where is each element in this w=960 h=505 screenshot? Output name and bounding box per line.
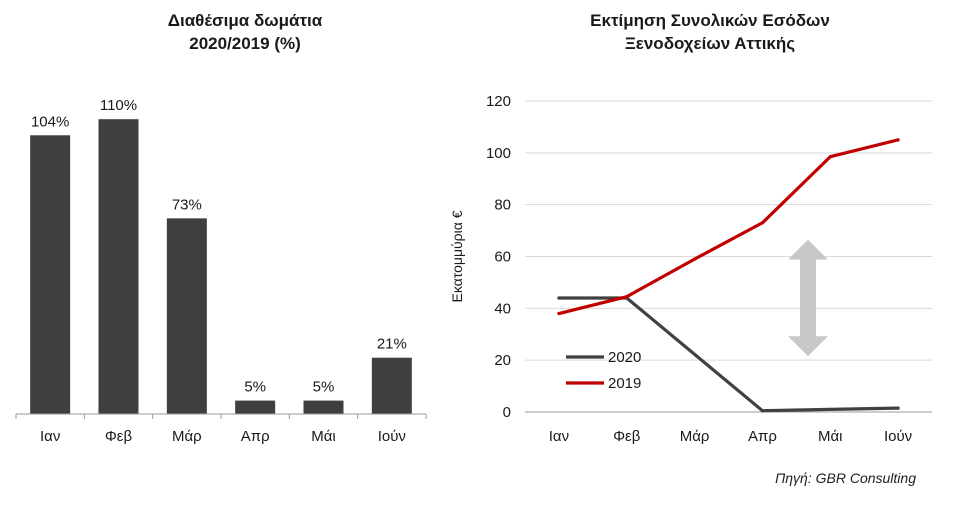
bar-chart-title: Διαθέσιμα δωμάτια 2020/2019 (%) [85,9,405,55]
series-2019-point-2 [692,257,697,261]
bar-0 [30,135,71,414]
line-y-tick-label-6: 120 [486,93,511,110]
bar-3 [235,400,276,414]
bar-chart: 104% Ιαν 110% Φεβ 73% Μάρ 5% Απρ 5% Μάι 21% Ιούν [15,97,427,445]
source-note: Πηγή: GBR Consulting [775,470,916,486]
bar-value-label-3: 5% [244,379,266,396]
line-x-tick-label-0: Ιαν [549,428,569,445]
bar-category-label-3: Απρ [241,428,270,445]
line-y-tick-label-0: 0 [503,404,511,421]
legend-label-2019: 2019 [608,375,641,392]
bar-value-label-0: 104% [31,113,69,130]
bar-value-label-5: 21% [377,336,407,353]
bar-chart-title-line2: 2020/2019 (%) [189,34,301,53]
series-2020-point-4 [828,407,832,412]
line-x-tick-label-2: Μάρ [680,428,710,445]
line-chart-title-line2: Ξενοδοχείων Αττικής [624,34,796,53]
bar-value-label-2: 73% [172,196,202,213]
bar-category-label-5: Ιούν [378,428,406,445]
line-chart-title: Εκτίμηση Συνολικών Εσόδων Ξενοδοχείων Ατ… [545,9,875,55]
bar-category-label-1: Φεβ [105,428,133,445]
series-2019-point-5 [896,138,900,142]
line-chart-title-line1: Εκτίμηση Συνολικών Εσόδων [590,11,830,30]
bar-category-label-2: Μάρ [172,428,202,445]
series-2019-point-4 [828,155,832,159]
line-x-tick-label-4: Μάι [818,428,843,445]
series-2019-point-1 [625,295,629,299]
bar-5 [371,357,412,414]
line-x-tick-label-1: Φεβ [613,428,641,445]
series-2019-point-3 [760,221,765,225]
bar-1 [98,119,139,414]
line-y-tick-label-5: 100 [486,145,511,162]
bar-4 [303,400,344,414]
series-2020-point-0 [557,296,561,300]
line-y-axis-label: Εκατομμύρια € [449,210,465,302]
line-chart: 0 20 40 60 80 100 120 Ιαν Φεβ Μάρ Απρ Μάι Ιούν Εκατομ… [449,93,932,445]
bar-category-label-0: Ιαν [40,428,60,445]
series-2020-point-3 [760,409,765,413]
legend-label-2020: 2020 [608,349,641,366]
series-2020-point-5 [896,406,900,410]
line-y-tick-label-2: 40 [494,300,511,317]
bar-chart-title-line1: Διαθέσιμα δωμάτια [167,11,323,30]
line-x-tick-label-3: Απρ [748,428,777,445]
line-y-tick-label-1: 20 [494,352,511,369]
series-2019-point-0 [557,311,561,316]
bar-category-label-4: Μάι [311,428,336,445]
bar-2 [166,218,207,414]
line-y-tick-label-4: 80 [494,197,511,214]
bar-value-label-1: 110% [100,97,137,114]
gap-double-arrow [788,239,828,357]
line-y-tick-label-3: 60 [494,249,511,266]
bar-value-label-4: 5% [313,379,335,396]
series-line-2019 [557,138,900,316]
line-x-tick-label-5: Ιούν [884,428,912,445]
